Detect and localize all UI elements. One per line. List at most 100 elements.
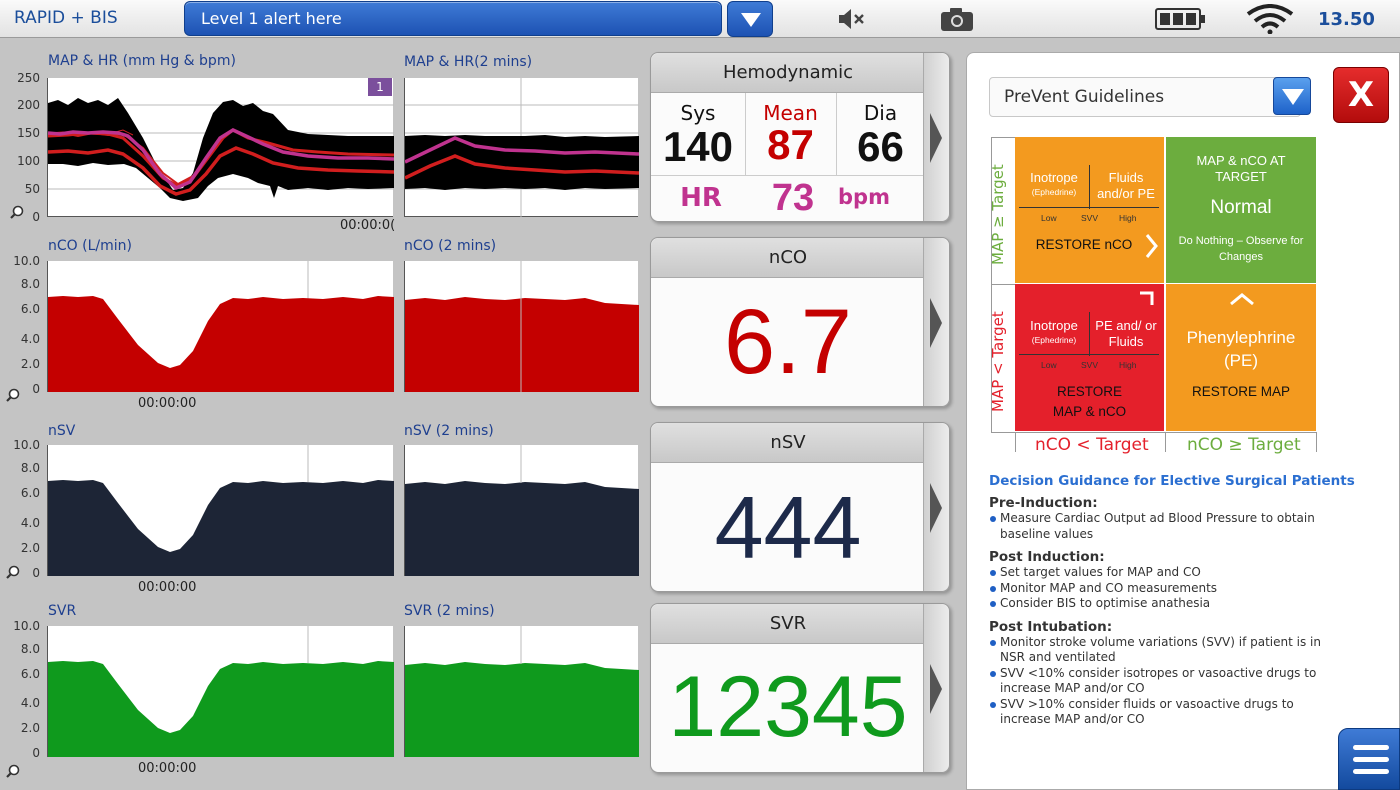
svr-title: SVR	[48, 603, 77, 619]
nsv-title: nSV	[48, 423, 76, 439]
zoom-icon[interactable]	[10, 205, 24, 219]
guidance-item: Monitor stroke volume variations (SVV) i…	[989, 635, 1329, 666]
nco-panel-title: nCO	[651, 238, 925, 278]
chevron-right-icon	[930, 298, 942, 348]
map-hr-timestamp: 00:00:0(	[340, 218, 396, 233]
inotrope-label: Inotrope	[1030, 318, 1078, 333]
svr-plot[interactable]	[47, 626, 394, 757]
observe-label: Do Nothing – Observe for Changes	[1178, 235, 1304, 263]
svv-label: SVV	[1081, 213, 1099, 223]
zoom-icon[interactable]	[6, 565, 20, 579]
grid-axis	[1316, 432, 1317, 452]
chevron-right-icon	[930, 664, 942, 714]
app-title: RAPID + BIS	[14, 8, 118, 28]
nco-panel[interactable]: nCO 6.7	[650, 237, 950, 407]
divider	[1089, 165, 1090, 209]
quadrant-normal[interactable]: MAP & nCO AT TARGET Normal Do Nothing – …	[1166, 137, 1316, 283]
wifi-icon	[1246, 4, 1294, 34]
grid-axis	[991, 284, 1015, 285]
nsv-expand-button[interactable]	[923, 423, 949, 591]
camera-icon[interactable]	[940, 6, 974, 32]
grid-axis	[991, 137, 992, 433]
guidelines-dropdown-button[interactable]	[1273, 77, 1311, 115]
y-tick: 0	[32, 746, 40, 760]
inotrope-label: Inotrope	[1030, 170, 1078, 185]
grid-axis	[1015, 432, 1016, 452]
guidance-title: Decision Guidance for Elective Surgical …	[989, 473, 1355, 489]
nco-2min-plot[interactable]	[404, 261, 639, 392]
hemodynamic-body: Sys 140 Mean 87 Dia 66 HR 73 bpm	[651, 93, 925, 221]
guidance-item: Consider BIS to optimise anathesia	[989, 596, 1329, 612]
alert-dropdown-button[interactable]	[727, 1, 773, 37]
map-hr-title: MAP & HR (mm Hg & bpm)	[48, 53, 236, 69]
y-tick: 100	[17, 154, 40, 168]
sys-value: 140	[662, 123, 734, 170]
grid-axis	[991, 137, 1015, 138]
hr-label: HR	[680, 183, 722, 213]
quadrant-restore-nco[interactable]: Inotrope (Ephedrine) Fluids and/or PE Lo…	[1015, 137, 1164, 283]
hemodynamic-panel[interactable]: Hemodynamic Sys 140 Mean 87 Dia 66 HR 73…	[650, 52, 950, 222]
hamburger-menu-icon	[1353, 745, 1389, 774]
chevron-right-icon	[930, 483, 942, 533]
fluids-pe-label: Fluids and/or PE	[1097, 170, 1155, 201]
mean-value: 87	[767, 121, 814, 168]
nsv-2min-title: nSV (2 mins)	[404, 423, 494, 439]
guidance-item: Set target values for MAP and CO	[989, 565, 1329, 581]
nco-above-target-label: nCO ≥ Target	[1187, 435, 1301, 455]
nco-panel-body: 6.7	[651, 278, 925, 406]
guidance-item: Monitor MAP and CO measurements	[989, 581, 1329, 597]
hemodynamic-title: Hemodynamic	[651, 53, 925, 93]
nco-value: 6.7	[724, 291, 852, 393]
nco-expand-button[interactable]	[923, 238, 949, 406]
map-hr-2min-plot[interactable]	[404, 78, 639, 217]
mute-icon[interactable]	[838, 8, 868, 30]
guidance-item: Measure Cardiac Output ad Blood Pressure…	[989, 511, 1329, 542]
restore-nco-label: RESTORE nCO	[1035, 237, 1133, 252]
y-tick: 2.0	[20, 541, 40, 555]
quadrant-restore-map-nco[interactable]: Inotrope (Ephedrine) PE and/ or Fluids L…	[1015, 284, 1164, 431]
alert-bar[interactable]: Level 1 alert here	[184, 1, 722, 36]
battery-icon	[1155, 8, 1205, 30]
nsv-plot[interactable]	[47, 445, 394, 576]
chevron-right-icon	[1145, 234, 1158, 258]
zoom-icon[interactable]	[6, 388, 20, 402]
divider	[1019, 207, 1159, 208]
event-badge[interactable]: 1	[368, 78, 392, 96]
dia-label: Dia	[863, 101, 898, 125]
corner-arrow-icon	[1140, 291, 1154, 305]
guidelines-select[interactable]: PreVent Guidelines	[989, 77, 1301, 117]
nsv-value: 444	[714, 478, 862, 577]
chevron-up-icon	[1230, 293, 1254, 306]
svr-expand-button[interactable]	[923, 604, 949, 772]
top-bar: RAPID + BIS Level 1 alert here 13.50	[0, 0, 1400, 38]
svr-2min-plot[interactable]	[404, 626, 639, 757]
map-hr-plot[interactable]: 1	[47, 78, 394, 217]
y-tick: 0	[32, 382, 40, 396]
nco-plot[interactable]	[47, 261, 394, 392]
zoom-icon[interactable]	[6, 764, 20, 778]
y-tick: 8.0	[20, 642, 40, 656]
section-heading: Pre-Induction:	[989, 495, 1098, 511]
map-hr-2min-title: MAP & HR(2 mins)	[404, 54, 533, 70]
nsv-2min-plot[interactable]	[404, 445, 639, 576]
close-button[interactable]: X	[1333, 67, 1389, 123]
svv-high: High	[1119, 360, 1137, 370]
y-tick: 200	[17, 98, 40, 112]
svv-high: High	[1119, 213, 1137, 223]
map-above-target-label: MAP ≥ Target	[989, 164, 1007, 265]
restore-map-nco-label: RESTORE MAP & nCO	[1052, 384, 1127, 419]
y-tick: 10.0	[13, 438, 40, 452]
y-tick: 8.0	[20, 277, 40, 291]
y-tick: 4.0	[20, 332, 40, 346]
divider	[836, 93, 837, 175]
svr-panel[interactable]: SVR 12345	[650, 603, 950, 773]
y-tick: 2.0	[20, 357, 40, 371]
menu-button[interactable]	[1338, 728, 1400, 790]
normal-label: Normal	[1210, 197, 1272, 218]
guidelines-panel: PreVent Guidelines X Inotrope (Ephedrine…	[966, 52, 1400, 790]
y-tick: 4.0	[20, 516, 40, 530]
y-tick: 0	[32, 566, 40, 580]
nsv-panel[interactable]: nSV 444	[650, 422, 950, 592]
quadrant-phenylephrine[interactable]: Phenylephrine (PE) RESTORE MAP	[1166, 284, 1316, 431]
hemodynamic-expand-button[interactable]	[923, 53, 949, 221]
